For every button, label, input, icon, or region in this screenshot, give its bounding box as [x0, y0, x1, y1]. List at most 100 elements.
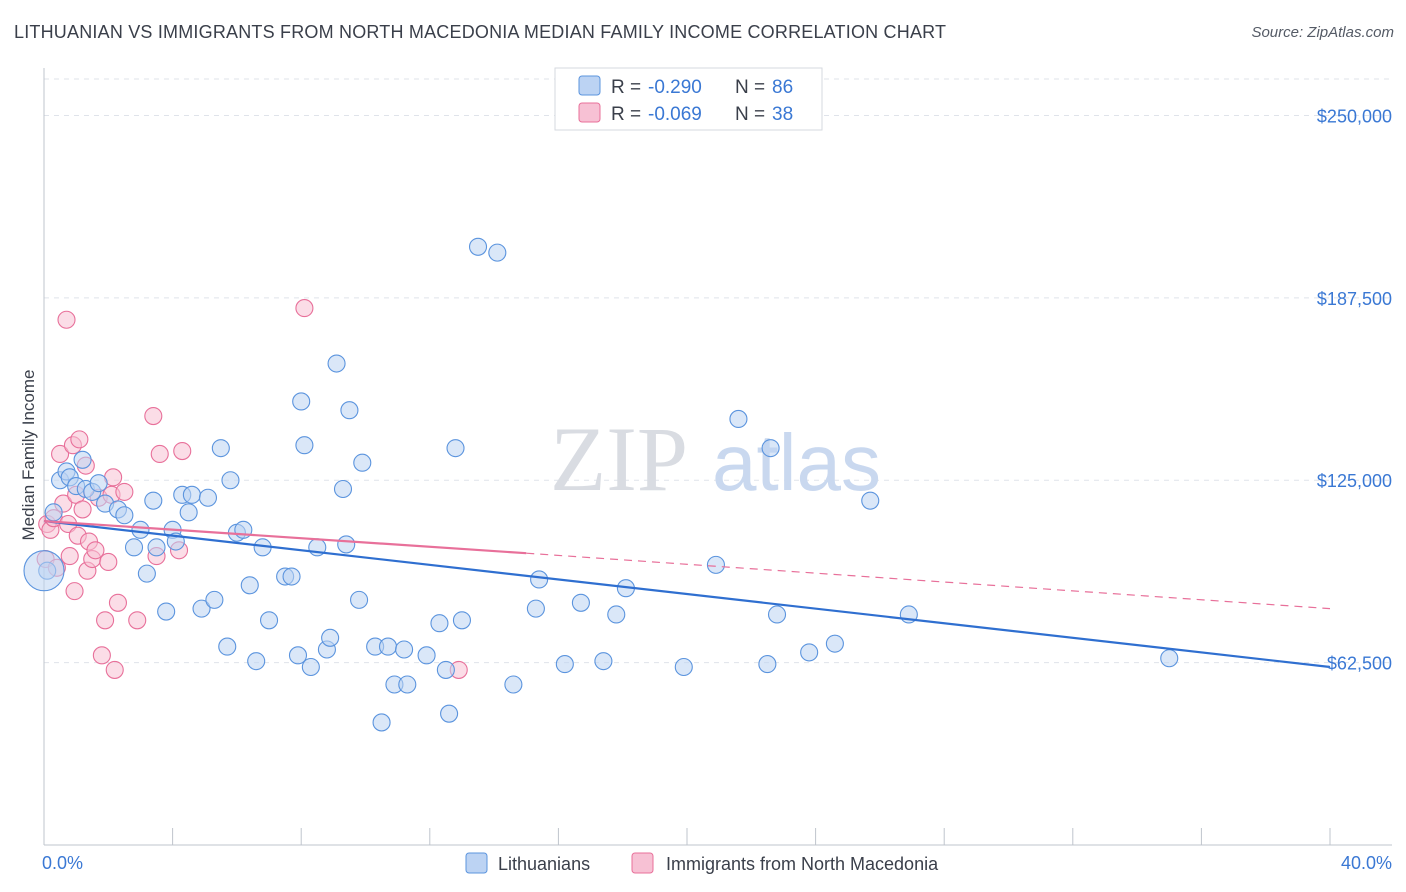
blue-point	[594, 652, 613, 671]
chart-title: LITHUANIAN VS IMMIGRANTS FROM NORTH MACE…	[14, 22, 947, 42]
pink-point	[92, 646, 111, 665]
y-tick-label: $125,000	[1317, 471, 1392, 491]
blue-point	[321, 628, 340, 647]
y-axis-title: Median Family Income	[19, 369, 38, 540]
series-legend-label-2: Immigrants from North Macedonia	[666, 854, 939, 874]
blue-point	[446, 439, 465, 458]
blue-point	[182, 485, 201, 504]
legend-swatch-blue	[578, 75, 601, 96]
pink-point	[73, 500, 92, 519]
pink-point	[115, 482, 134, 501]
blue-point	[488, 243, 507, 262]
correlation-legend: R = -0.290 N = 86 R = -0.069 N = 38	[554, 67, 823, 131]
blue-point	[247, 652, 266, 671]
blue-point	[526, 599, 545, 618]
series-legend-swatch-blue	[465, 852, 488, 874]
blue-point	[1160, 649, 1179, 668]
blue-point	[706, 555, 725, 574]
blue-point	[468, 237, 488, 256]
y-tick-label: $187,500	[1317, 289, 1392, 309]
blue-point	[861, 491, 880, 510]
grid-lines	[44, 78, 1392, 664]
y-tick-labels: $62,500 $125,000 $187,500 $250,000	[1317, 106, 1392, 673]
watermark-atlas: atlas	[712, 418, 881, 507]
legend-r-value-2: -0.069	[648, 104, 702, 125]
source-label: Source: ZipAtlas.com	[1251, 24, 1394, 41]
blue-point	[333, 479, 353, 499]
pink-point	[70, 430, 89, 449]
blue-point	[452, 611, 472, 630]
blue-point	[417, 646, 436, 665]
pink-point	[173, 442, 192, 461]
legend-r-label-2: R =	[611, 104, 641, 125]
legend-r-value-1: -0.290	[648, 77, 702, 98]
blue-point	[440, 704, 459, 723]
pink-trend-line	[43, 519, 527, 555]
blue-point	[674, 657, 693, 677]
axes	[43, 68, 1392, 846]
pink-point	[60, 547, 79, 566]
series-blue-points	[23, 237, 1179, 732]
legend-n-value-2: 38	[772, 104, 793, 125]
blue-point	[292, 392, 311, 411]
x-tick-label-min: 0.0%	[42, 853, 83, 873]
pink-point	[108, 593, 127, 612]
pink-trend-line-extension	[526, 552, 1331, 610]
blue-point	[571, 593, 590, 612]
blue-point	[530, 570, 549, 589]
blue-point	[179, 503, 198, 522]
blue-point	[295, 436, 314, 455]
blue-point	[729, 409, 748, 429]
blue-point	[211, 439, 230, 458]
pink-point	[144, 406, 163, 426]
blue-point	[395, 640, 414, 659]
pink-point	[99, 552, 118, 571]
blue-point	[288, 646, 308, 665]
blue-point	[259, 611, 279, 630]
blue-point	[767, 605, 787, 624]
legend-n-value-1: 86	[772, 77, 793, 98]
blue-point	[137, 564, 156, 583]
blue-point	[301, 657, 320, 677]
pink-point	[51, 444, 70, 464]
blue-point	[430, 614, 449, 633]
watermark-zip: ZIP	[550, 408, 688, 510]
legend-n-label-2: N =	[735, 104, 765, 125]
x-tick-label-max: 40.0%	[1341, 853, 1392, 873]
series-legend: Lithuanians Immigrants from North Macedo…	[465, 852, 939, 874]
blue-point	[192, 599, 211, 618]
blue-point	[327, 354, 346, 373]
blue-point	[353, 453, 372, 472]
blue-point	[144, 491, 163, 510]
blue-point	[124, 538, 144, 557]
blue-point	[221, 471, 240, 490]
pink-point	[57, 310, 76, 329]
watermark: ZIP atlas	[550, 408, 881, 510]
blue-point	[504, 675, 523, 694]
series-legend-label-1: Lithuanians	[498, 854, 590, 874]
blue-point	[205, 590, 224, 609]
blue-point	[44, 503, 63, 522]
blue-point	[825, 634, 844, 653]
blue-point	[340, 401, 359, 420]
blue-point	[555, 655, 574, 674]
legend-n-label-1: N =	[735, 77, 765, 98]
blue-point	[372, 713, 391, 732]
blue-point	[436, 660, 455, 679]
trend-lines	[43, 519, 1331, 669]
pink-point	[105, 660, 124, 679]
blue-point	[157, 602, 176, 621]
series-legend-swatch-pink	[631, 852, 654, 874]
blue-point	[147, 538, 166, 557]
blue-point	[800, 643, 819, 662]
blue-point	[350, 590, 369, 609]
pink-point	[96, 611, 115, 630]
blue-point-large	[23, 550, 65, 592]
y-tick-label: $250,000	[1317, 106, 1392, 126]
blue-point	[218, 637, 237, 656]
blue-point	[758, 655, 777, 674]
blue-point	[240, 576, 259, 595]
pink-point	[65, 582, 84, 601]
pink-point	[128, 611, 147, 630]
